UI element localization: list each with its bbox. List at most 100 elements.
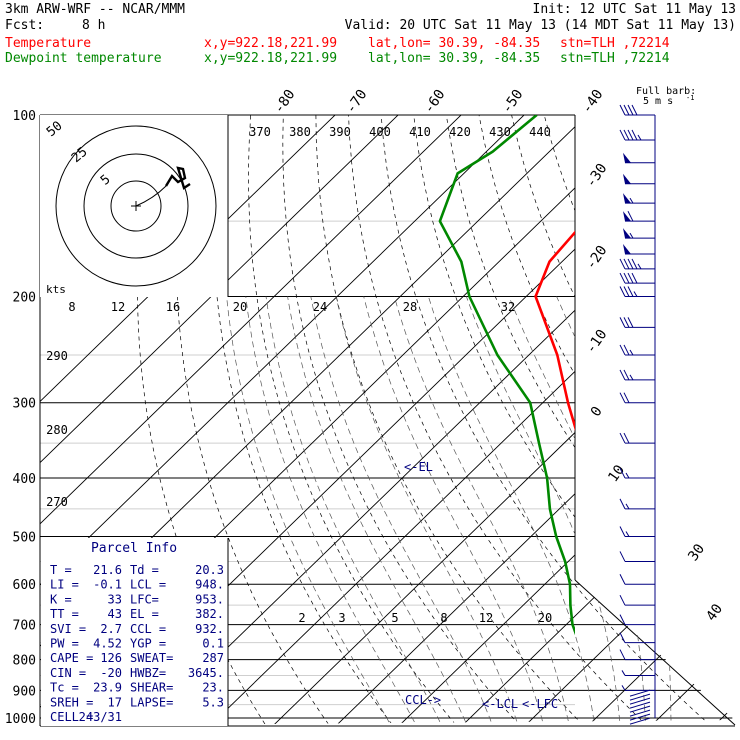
hodograph-storm-motion (135, 185, 167, 207)
parcel-val-a-4: 2.7 (100, 622, 122, 636)
temperature-legend-stn: stn=TLH ,72214 (560, 36, 670, 51)
wind-barb-pennant-5 (623, 211, 631, 222)
mixing-ratio-upper-5: 28 (403, 300, 417, 314)
mixing-ratio-lower-5: 20 (538, 611, 552, 625)
mixing-ratio-upper-3: 20 (233, 300, 247, 314)
dry-adiabat-300 (347, 115, 653, 726)
parcel-val-a-8: 23.9 (93, 681, 122, 695)
sounding-profiles (438, 115, 575, 636)
wind-barb-low-7 (629, 717, 651, 725)
parcel-val-b-2: 953. (195, 592, 224, 606)
parcel-key-a-10: CELL = (50, 710, 93, 724)
isotherm--120 (40, 115, 396, 726)
dewpoint-legend-latlon: lat,lon= 30.39, -84.35 (368, 51, 541, 66)
mixing-ratio-upper-4: 24 (313, 300, 327, 314)
pressure-label-700: 700 (13, 619, 36, 634)
dry-adiabat-250 (175, 115, 334, 726)
fcst-label: Fcst: (5, 18, 45, 33)
isotherm-label-right-3: 0 (588, 404, 606, 420)
wind-barb-half-12 (629, 349, 634, 356)
moist-adiabat-30 (508, 296, 647, 726)
wind-barb-flag-12 (623, 344, 630, 356)
hodograph-ring-2 (55, 125, 217, 287)
moist-adiabat-34 (556, 296, 672, 726)
wind-barb-half-6 (629, 232, 634, 239)
hodograph-ring-0 (110, 180, 162, 232)
parcel-key-a-2: K = (50, 592, 72, 606)
parcel-val-b-8: 23. (202, 681, 224, 695)
parcel-val-a-10: 243/31 (79, 710, 122, 724)
theta-e-label-6: 430 (489, 125, 511, 139)
pressure-label-400: 400 (13, 472, 36, 487)
wind-barb-flag-9 (619, 272, 626, 284)
wind-barb-flag-19 (619, 551, 626, 562)
wind-barb-flag-17 (619, 498, 626, 510)
wind-barbs (619, 104, 656, 725)
wind-barb-flag-10 (623, 286, 630, 297)
wind-barb-flag-24 (619, 649, 626, 660)
dry-adiabat-310 (379, 115, 717, 726)
parcel-key-a-4: SVI = (50, 622, 86, 636)
parcel-key-b-6: SWEAT= (130, 651, 173, 665)
isotherm-label-top-4: -40 (579, 87, 607, 117)
parcel-key-b-7: HWBZ= (130, 666, 166, 680)
wind-barb-pennant-6 (623, 228, 631, 239)
wind-barb-flag-0 (631, 104, 638, 116)
wind-barb-flag-0 (623, 104, 630, 116)
parcel-key-a-3: TT = (50, 607, 79, 621)
wind-barb-flag-11 (619, 317, 626, 328)
profiles-clipped (438, 115, 575, 636)
pressure-label-100: 100 (13, 109, 36, 124)
moist-adiabat--10 (226, 296, 395, 726)
moist-adiabat-6 (310, 296, 495, 726)
theta-e-label-1: 380 (289, 125, 311, 139)
lfc-label: <-LFC (522, 697, 558, 711)
theta-e-label-4: 410 (409, 125, 431, 139)
dry-adiabat-290 (315, 115, 589, 726)
parcel-key-b-1: LCL = (130, 578, 166, 592)
isotherm-label-right-4: 10 (605, 462, 628, 485)
wind-barb-flag-1 (627, 129, 634, 141)
wind-barb-pennant-3 (623, 173, 631, 184)
init-time: Init: 12 UTC Sat 11 May 13 (532, 2, 737, 17)
wind-barb-flag-1 (631, 129, 638, 141)
temperature-legend-name: Temperature (5, 36, 92, 51)
parcel-key-a-8: Tc = (50, 681, 79, 695)
series-line-1 (438, 115, 575, 636)
moist-adiabat-26 (466, 296, 621, 726)
isotherm-label-br-0: 30 (685, 541, 708, 564)
model-title: 3km ARW-WRF -- NCAR/MMM (5, 2, 186, 17)
isotherm-40 (708, 115, 735, 726)
wind-barb-flag-1 (623, 129, 630, 141)
wind-barb-low-0 (629, 689, 651, 697)
parcel-val-a-0: 21.6 (93, 563, 122, 577)
wind-barb-pennant-4 (623, 193, 631, 204)
theta-e-label-5: 420 (449, 125, 471, 139)
series-line-0 (534, 230, 575, 432)
pressure-label-300: 300 (13, 397, 36, 412)
mixing-ratio-upper-1: 12 (111, 300, 125, 314)
mixing-ratio-lower-2: 5 (391, 611, 398, 625)
dry-adiabat-280 (282, 115, 526, 726)
theta-e-label-2: 390 (329, 125, 351, 139)
moist-adiabat--6 (245, 296, 420, 726)
wind-barb-flag-9 (623, 272, 630, 284)
parcel-val-b-0: 20.3 (195, 563, 224, 577)
isotherm--30 (267, 115, 735, 726)
theta-label-1: 280 (46, 423, 68, 437)
wind-barb-flag-9 (631, 272, 638, 284)
wind-barb-flag-8 (631, 258, 638, 270)
parcel-key-a-9: SREH = (50, 695, 93, 709)
parcel-key-b-0: Td = (130, 563, 159, 577)
mixing-ratio-upper-0: 8 (68, 300, 75, 314)
parcel-val-b-3: 382. (195, 607, 224, 621)
wind-barb-flag-13 (619, 369, 626, 381)
dry-adiabat-260 (212, 115, 398, 726)
moist-adiabat-22 (428, 296, 596, 726)
isotherm--110 (40, 115, 459, 726)
wind-barb-flag-12 (619, 344, 626, 356)
parcel-title: Parcel Info (91, 541, 177, 556)
isotherm--20 (330, 115, 735, 726)
isotherm-label-top-1: -70 (343, 87, 371, 117)
